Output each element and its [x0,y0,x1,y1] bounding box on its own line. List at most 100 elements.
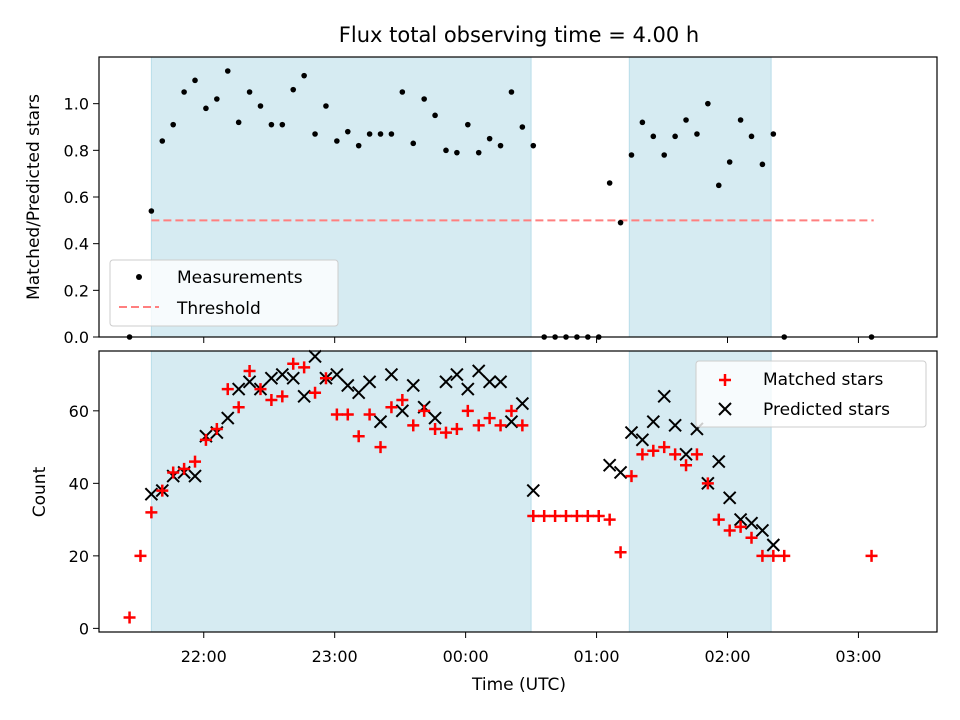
predicted-star-point [341,378,355,393]
predicted-star-point [679,447,693,462]
x-tick-label: 03:00 [835,647,881,666]
matched-star-point [658,441,671,454]
matched-star-point [570,509,583,522]
predicted-star-point [515,396,530,411]
matched-star-point [734,520,747,533]
measurement-point [475,149,482,156]
top-legend: Measurements Threshold [109,259,339,327]
measurement-point [377,131,384,137]
predicted-star-point [330,367,344,382]
matched-star-point [221,383,234,396]
matched-star-point [636,448,649,461]
measurement-point [694,131,700,137]
measurement-point [203,105,209,112]
matched-star-point [341,408,354,421]
bottom-x-axis: 22:00 23:00 00:00 01:00 02:00 03:00 [181,632,881,666]
bottom-axes-frame [98,350,938,633]
predicted-star-point [373,414,388,429]
bottom-series [123,349,878,624]
measurement-point [770,131,777,137]
measurement-point [257,103,264,109]
predicted-star-point [286,371,300,385]
legend-predicted-marker [718,402,732,416]
predicted-star-point [439,375,453,389]
bottom-legend: Matched stars Predicted stars [695,360,927,428]
measurement-point [672,133,678,140]
predicted-star-point [613,465,628,480]
matched-star-point [145,506,158,519]
x-tick-label: 02:00 [704,647,750,666]
matched-star-point [298,361,311,374]
y-tick-label: 0.6 [64,188,89,207]
matched-star-point [461,404,474,417]
predicted-star-point [242,375,257,389]
predicted-star-point [264,371,279,385]
measurement-point [290,86,297,93]
predicted-star-point [766,538,781,552]
matched-star-point [156,484,169,497]
y-tick-label: 0.0 [64,328,89,347]
matched-star-point [527,509,540,522]
matched-star-point [450,422,463,435]
chart-title: Flux total observing time = 4.00 h [339,23,699,47]
measurement-point [432,112,438,119]
measurement-point [683,117,689,123]
predicted-star-point [362,375,377,389]
y-tick-label: 0.8 [64,141,89,160]
measurement-point [639,119,646,126]
matched-star-point [516,419,529,432]
matched-star-point [592,509,605,522]
matched-star-point [429,422,442,435]
matched-star-point [385,401,398,414]
predicted-star-point [297,389,311,404]
measurement-point [224,68,231,74]
matched-star-point [330,408,343,421]
predicted-star-point [602,458,617,472]
matched-star-point [363,408,376,421]
top-measurements [126,68,875,340]
matched-star-point [243,364,256,377]
y-tick-label: 60 [69,402,89,421]
measurement-point [214,96,220,102]
predicted-star-point [744,516,759,530]
matched-star-point [396,393,409,406]
x-tick-label: 00:00 [443,647,489,666]
top-x-ticks [203,337,859,343]
predicted-star-point [395,404,410,418]
predicted-star-point [624,425,639,440]
measurement-point [159,138,166,144]
predicted-star-point [461,382,475,396]
matched-star-point [723,524,736,537]
y-tick-label: 1.0 [64,95,89,114]
matched-star-point [756,549,769,562]
matched-star-point [712,513,725,526]
x-tick-label: 23:00 [312,647,358,666]
legend-threshold-label: Threshold [176,299,261,319]
matched-star-point [287,357,300,370]
observing-window-1 [628,56,772,338]
measurement-point [399,89,406,95]
matched-star-point [407,419,420,432]
y-tick-label: 40 [69,474,89,493]
measurement-point [606,180,613,186]
measurement-point [454,149,460,156]
legend-predicted-label: Predicted stars [763,400,890,420]
matched-star-point [123,611,136,624]
matched-star-point [265,393,278,406]
matched-star-point [614,546,627,559]
matched-star-point [276,390,289,403]
bottom-legend-box [695,360,927,428]
matched-star-point [865,549,878,562]
predicted-star-point [188,469,202,483]
matched-star-point [189,455,202,468]
predicted-star-point [384,367,399,382]
matched-star-point [374,441,387,454]
matched-star-point [560,509,573,522]
predicted-star-point [635,433,650,447]
measurement-point [170,121,176,128]
predicted-star-point [504,414,519,429]
measurement-point [465,121,471,128]
legend-matched-marker [719,374,731,386]
predicted-star-point [472,364,486,378]
